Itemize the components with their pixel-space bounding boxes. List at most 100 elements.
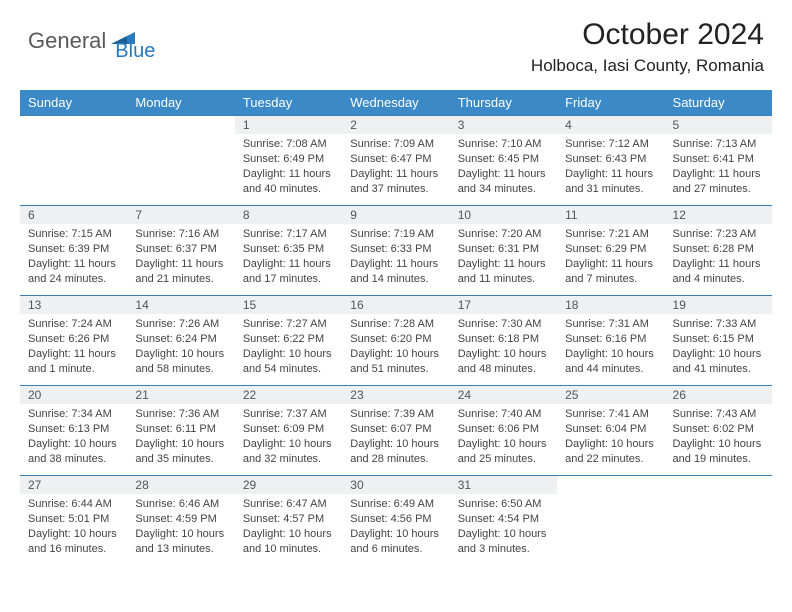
sunset-text: Sunset: 6:35 PM xyxy=(243,242,334,257)
calendar-week-row: 6Sunrise: 7:15 AMSunset: 6:39 PMDaylight… xyxy=(20,206,772,296)
sunrise-text: Sunrise: 7:16 AM xyxy=(135,227,226,242)
sunset-text: Sunset: 6:02 PM xyxy=(673,422,764,437)
calendar-day-cell: 31Sunrise: 6:50 AMSunset: 4:54 PMDayligh… xyxy=(450,476,557,566)
sunset-text: Sunset: 6:22 PM xyxy=(243,332,334,347)
sunset-text: Sunset: 4:57 PM xyxy=(243,512,334,527)
sunset-text: Sunset: 4:56 PM xyxy=(350,512,441,527)
day-details: Sunrise: 7:16 AMSunset: 6:37 PMDaylight:… xyxy=(127,224,234,292)
sunset-text: Sunset: 6:43 PM xyxy=(565,152,656,167)
sunset-text: Sunset: 6:47 PM xyxy=(350,152,441,167)
sunset-text: Sunset: 6:18 PM xyxy=(458,332,549,347)
sunrise-text: Sunrise: 7:17 AM xyxy=(243,227,334,242)
day-number: 14 xyxy=(127,296,234,314)
sunrise-text: Sunrise: 6:50 AM xyxy=(458,497,549,512)
day-number: 9 xyxy=(342,206,449,224)
daylight-text: Daylight: 11 hours and 27 minutes. xyxy=(673,167,764,197)
sunrise-text: Sunrise: 7:40 AM xyxy=(458,407,549,422)
daylight-text: Daylight: 10 hours and 32 minutes. xyxy=(243,437,334,467)
sunrise-text: Sunrise: 7:43 AM xyxy=(673,407,764,422)
day-number: 4 xyxy=(557,116,664,134)
sunset-text: Sunset: 5:01 PM xyxy=(28,512,119,527)
calendar-day-cell: 11Sunrise: 7:21 AMSunset: 6:29 PMDayligh… xyxy=(557,206,664,296)
day-details: Sunrise: 7:39 AMSunset: 6:07 PMDaylight:… xyxy=(342,404,449,472)
sunrise-text: Sunrise: 7:08 AM xyxy=(243,137,334,152)
logo: General Blue xyxy=(28,18,155,63)
sunrise-text: Sunrise: 7:34 AM xyxy=(28,407,119,422)
daylight-text: Daylight: 10 hours and 58 minutes. xyxy=(135,347,226,377)
daylight-text: Daylight: 11 hours and 4 minutes. xyxy=(673,257,764,287)
sunset-text: Sunset: 6:04 PM xyxy=(565,422,656,437)
sunset-text: Sunset: 6:33 PM xyxy=(350,242,441,257)
calendar-week-row: 20Sunrise: 7:34 AMSunset: 6:13 PMDayligh… xyxy=(20,386,772,476)
sunset-text: Sunset: 6:20 PM xyxy=(350,332,441,347)
day-number: 21 xyxy=(127,386,234,404)
weekday-header: Friday xyxy=(557,90,664,116)
day-details: Sunrise: 7:24 AMSunset: 6:26 PMDaylight:… xyxy=(20,314,127,382)
sunrise-text: Sunrise: 6:47 AM xyxy=(243,497,334,512)
weekday-header: Wednesday xyxy=(342,90,449,116)
calendar-day-cell: 27Sunrise: 6:44 AMSunset: 5:01 PMDayligh… xyxy=(20,476,127,566)
sunrise-text: Sunrise: 7:39 AM xyxy=(350,407,441,422)
sunrise-text: Sunrise: 7:27 AM xyxy=(243,317,334,332)
calendar-day-cell: 19Sunrise: 7:33 AMSunset: 6:15 PMDayligh… xyxy=(665,296,772,386)
day-number: 29 xyxy=(235,476,342,494)
day-details: Sunrise: 7:40 AMSunset: 6:06 PMDaylight:… xyxy=(450,404,557,472)
day-number: 10 xyxy=(450,206,557,224)
calendar-day-cell: 3Sunrise: 7:10 AMSunset: 6:45 PMDaylight… xyxy=(450,116,557,206)
day-details: Sunrise: 6:49 AMSunset: 4:56 PMDaylight:… xyxy=(342,494,449,562)
calendar-day-cell xyxy=(557,476,664,566)
day-number: 8 xyxy=(235,206,342,224)
daylight-text: Daylight: 11 hours and 40 minutes. xyxy=(243,167,334,197)
calendar-day-cell: 21Sunrise: 7:36 AMSunset: 6:11 PMDayligh… xyxy=(127,386,234,476)
day-number: 30 xyxy=(342,476,449,494)
day-number: 15 xyxy=(235,296,342,314)
sunset-text: Sunset: 6:15 PM xyxy=(673,332,764,347)
daylight-text: Daylight: 10 hours and 25 minutes. xyxy=(458,437,549,467)
daylight-text: Daylight: 10 hours and 13 minutes. xyxy=(135,527,226,557)
day-number: 17 xyxy=(450,296,557,314)
calendar-day-cell: 1Sunrise: 7:08 AMSunset: 6:49 PMDaylight… xyxy=(235,116,342,206)
sunset-text: Sunset: 6:29 PM xyxy=(565,242,656,257)
sunset-text: Sunset: 6:37 PM xyxy=(135,242,226,257)
calendar-table: SundayMondayTuesdayWednesdayThursdayFrid… xyxy=(20,90,772,566)
day-number: 6 xyxy=(20,206,127,224)
daylight-text: Daylight: 10 hours and 48 minutes. xyxy=(458,347,549,377)
weekday-header-row: SundayMondayTuesdayWednesdayThursdayFrid… xyxy=(20,90,772,116)
day-number: 13 xyxy=(20,296,127,314)
sunrise-text: Sunrise: 7:10 AM xyxy=(458,137,549,152)
daylight-text: Daylight: 11 hours and 11 minutes. xyxy=(458,257,549,287)
day-details: Sunrise: 7:23 AMSunset: 6:28 PMDaylight:… xyxy=(665,224,772,292)
sunrise-text: Sunrise: 7:09 AM xyxy=(350,137,441,152)
calendar-day-cell: 6Sunrise: 7:15 AMSunset: 6:39 PMDaylight… xyxy=(20,206,127,296)
calendar-day-cell: 8Sunrise: 7:17 AMSunset: 6:35 PMDaylight… xyxy=(235,206,342,296)
sunset-text: Sunset: 6:09 PM xyxy=(243,422,334,437)
sunset-text: Sunset: 6:31 PM xyxy=(458,242,549,257)
sunrise-text: Sunrise: 7:41 AM xyxy=(565,407,656,422)
daylight-text: Daylight: 10 hours and 35 minutes. xyxy=(135,437,226,467)
day-details: Sunrise: 7:26 AMSunset: 6:24 PMDaylight:… xyxy=(127,314,234,382)
day-number: 2 xyxy=(342,116,449,134)
day-details: Sunrise: 6:46 AMSunset: 4:59 PMDaylight:… xyxy=(127,494,234,562)
daylight-text: Daylight: 11 hours and 37 minutes. xyxy=(350,167,441,197)
sunrise-text: Sunrise: 7:30 AM xyxy=(458,317,549,332)
day-details: Sunrise: 7:19 AMSunset: 6:33 PMDaylight:… xyxy=(342,224,449,292)
calendar-day-cell: 16Sunrise: 7:28 AMSunset: 6:20 PMDayligh… xyxy=(342,296,449,386)
sunrise-text: Sunrise: 6:46 AM xyxy=(135,497,226,512)
calendar-day-cell: 22Sunrise: 7:37 AMSunset: 6:09 PMDayligh… xyxy=(235,386,342,476)
title-block: October 2024 Holboca, Iasi County, Roman… xyxy=(531,18,764,76)
page-header: General Blue October 2024 Holboca, Iasi … xyxy=(0,0,792,80)
day-details: Sunrise: 6:50 AMSunset: 4:54 PMDaylight:… xyxy=(450,494,557,562)
location-text: Holboca, Iasi County, Romania xyxy=(531,56,764,76)
daylight-text: Daylight: 10 hours and 16 minutes. xyxy=(28,527,119,557)
daylight-text: Daylight: 10 hours and 41 minutes. xyxy=(673,347,764,377)
calendar-day-cell: 18Sunrise: 7:31 AMSunset: 6:16 PMDayligh… xyxy=(557,296,664,386)
calendar-day-cell xyxy=(20,116,127,206)
day-number: 11 xyxy=(557,206,664,224)
sunrise-text: Sunrise: 7:15 AM xyxy=(28,227,119,242)
day-number: 18 xyxy=(557,296,664,314)
day-number: 23 xyxy=(342,386,449,404)
sunrise-text: Sunrise: 7:12 AM xyxy=(565,137,656,152)
sunset-text: Sunset: 6:41 PM xyxy=(673,152,764,167)
daylight-text: Daylight: 11 hours and 7 minutes. xyxy=(565,257,656,287)
logo-text-general: General xyxy=(28,28,106,54)
